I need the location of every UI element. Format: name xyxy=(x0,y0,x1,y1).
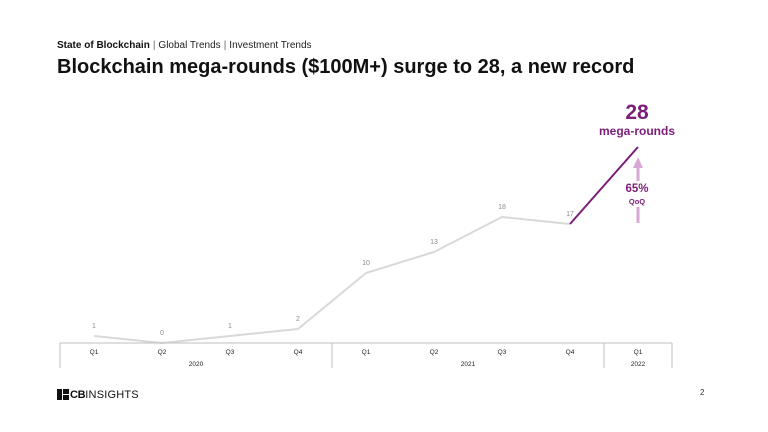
data-label: 2 xyxy=(296,316,300,323)
growth-label: QoQ xyxy=(628,197,646,206)
growth-arrow-icon xyxy=(633,157,643,168)
year-label: 2020 xyxy=(189,361,204,368)
x-tick-label: Q2 xyxy=(430,349,439,356)
x-tick-label: Q3 xyxy=(226,349,235,356)
growth-arrow-shaft xyxy=(636,168,640,181)
data-label: 1 xyxy=(92,323,96,330)
growth-arrow-tail xyxy=(636,207,640,223)
page-number: 2 xyxy=(700,388,705,397)
x-tick-label: Q1 xyxy=(634,349,643,356)
year-label: 2021 xyxy=(461,361,476,368)
breadcrumb-separator: | xyxy=(223,40,227,51)
breadcrumb-item: State of Blockchain xyxy=(57,40,150,51)
x-tick-label: Q1 xyxy=(362,349,371,356)
logo-text-cb: CB xyxy=(70,388,86,401)
data-label: 0 xyxy=(160,330,164,337)
logo-text-insights: INSIGHTS xyxy=(85,388,139,401)
cb-logo-icon xyxy=(57,389,69,401)
data-label: 10 xyxy=(362,260,370,267)
x-tick-label: Q2 xyxy=(158,349,167,356)
cb-insights-logo: CBINSIGHTS xyxy=(57,386,139,401)
x-tick-label: Q4 xyxy=(294,349,303,356)
data-label: 13 xyxy=(430,239,438,246)
breadcrumb-separator: | xyxy=(152,40,156,51)
data-label: 1 xyxy=(228,323,232,330)
breadcrumb: State of Blockchain | Global Trends | Invest… xyxy=(57,40,312,51)
series-line xyxy=(93,216,571,344)
callout-value-label: mega-rounds xyxy=(598,124,675,138)
x-tick-label: Q4 xyxy=(566,349,575,356)
breadcrumb-item: Investment Trends xyxy=(229,40,312,51)
growth-percent: 65% xyxy=(625,183,649,195)
x-tick-label: Q3 xyxy=(498,349,507,356)
year-label: 2022 xyxy=(631,361,646,368)
page-title: Blockchain mega-rounds ($100M+) surge to… xyxy=(57,56,635,78)
highlight-segment xyxy=(569,146,639,225)
callout-value: 28 xyxy=(625,101,649,124)
x-tick-label: Q1 xyxy=(90,349,99,356)
data-label: 17 xyxy=(566,211,574,218)
breadcrumb-item: Global Trends xyxy=(158,40,221,51)
data-label: 18 xyxy=(498,204,506,211)
